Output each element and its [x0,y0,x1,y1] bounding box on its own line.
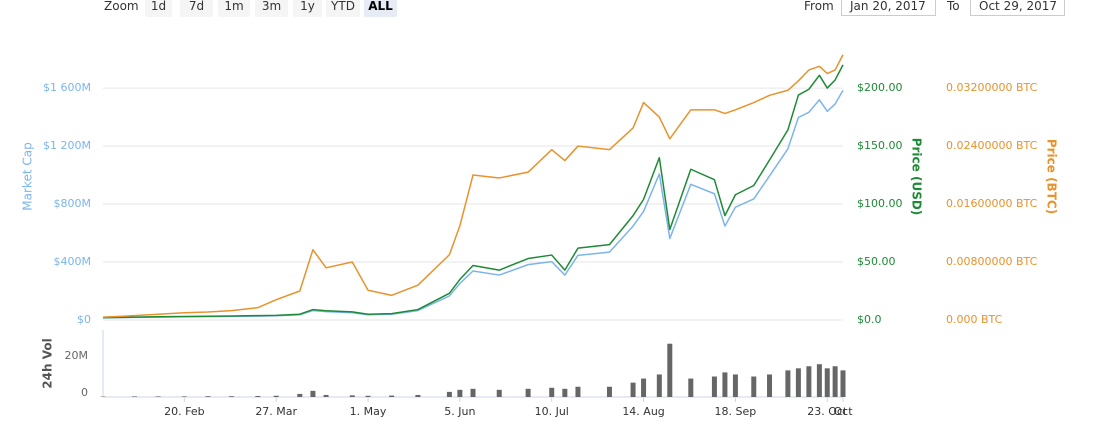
volume-bar [273,395,279,397]
volume-bar [389,395,395,397]
volume-bar [722,372,728,397]
y-tick-label: $50.00 [857,255,896,268]
y-tick-label: 0.01600000 BTC [946,197,1038,210]
to-label: To [947,0,960,13]
volume-bar [816,364,822,397]
x-tick-label: 14. Aug [622,405,664,418]
volume-bar [606,386,612,397]
volume-bar [806,366,812,397]
volume-bar [767,374,773,397]
x-tick-label: 10. Jul [535,405,569,418]
series-line [102,64,844,319]
y-tick-label: $400M [54,255,92,268]
to-input[interactable]: Oct 29, 2017 [970,0,1065,16]
zoom-button[interactable]: 1y [293,0,322,17]
zoom-button[interactable]: ALL [364,0,397,17]
volume-bar [711,376,717,397]
volume-bar [751,376,757,397]
volume-bar [562,388,568,397]
volume-bar [229,396,235,397]
volume-bar [667,343,673,397]
volume-bar [457,389,463,397]
volume-bar [525,388,531,397]
volume-bar [310,390,316,397]
volume-bar [255,395,261,397]
zoom-button[interactable]: 7d [180,0,213,17]
y-tick-label: $100.00 [857,197,903,210]
volume-bar [549,387,555,397]
volume-bar [365,395,371,397]
volume-bar [181,396,187,397]
y-tick-label: 0 [81,386,88,399]
volume-bar [323,394,329,397]
volume-bar [641,378,647,397]
volume-bar [349,395,355,397]
y-tick-label: $800M [54,197,92,210]
x-tick-label: 5. Jun [444,405,475,418]
y-tick-label: $0.0 [857,313,882,326]
y-tick-label: 0.03200000 BTC [946,81,1038,94]
volume-bar [785,370,791,397]
zoom-button[interactable]: 1m [218,0,250,17]
x-tick-label: 20. Feb [164,405,204,418]
volume-bar [832,366,838,397]
zoom-button[interactable]: 3m [255,0,288,17]
volume-bar [415,394,421,397]
volume-bar [688,378,694,397]
volume-bar [470,388,476,397]
volume-bar [496,389,502,397]
from-label: From [804,0,834,13]
axis-title: Price (BTC) [1045,139,1059,214]
zoom-button[interactable]: YTD [326,0,360,17]
y-tick-label: 20M [65,349,89,362]
y-tick-label: $150.00 [857,139,903,152]
axis-title: Price (USD) [910,138,924,216]
volume-bar [840,370,846,397]
volume-bar [630,382,636,397]
volume-bar [732,374,738,397]
from-input[interactable]: Jan 20, 2017 [841,0,936,16]
volume-bar [656,374,662,397]
y-tick-label: $200.00 [857,81,903,94]
volume-bar [155,396,161,397]
series-line [102,54,844,318]
y-tick-label: 0.02400000 BTC [946,139,1038,152]
y-tick-label: $1 600M [43,81,91,94]
volume-bar [205,396,211,397]
x-tick-label: Oct [833,405,853,418]
y-tick-label: $1 200M [43,139,91,152]
volume-bar [824,368,830,397]
axis-title: Market Cap [21,142,35,210]
volume-bar [795,368,801,397]
volume-bar [131,396,137,397]
volume-bar [575,386,581,397]
zoom-button[interactable]: 1d [145,0,172,17]
volume-bar [446,391,452,397]
volume-bar [297,393,303,397]
x-tick-label: 1. May [350,405,387,418]
zoom-label: Zoom [104,0,139,13]
x-tick-label: 18. Sep [715,405,757,418]
axis-title: 24h Vol [41,338,55,388]
y-tick-label: 0.000 BTC [946,313,1003,326]
y-tick-label: 0.00800000 BTC [946,255,1038,268]
y-tick-label: $0 [77,313,91,326]
x-tick-label: 23. Oct [807,405,848,418]
x-tick-label: 27. Mar [255,405,297,418]
